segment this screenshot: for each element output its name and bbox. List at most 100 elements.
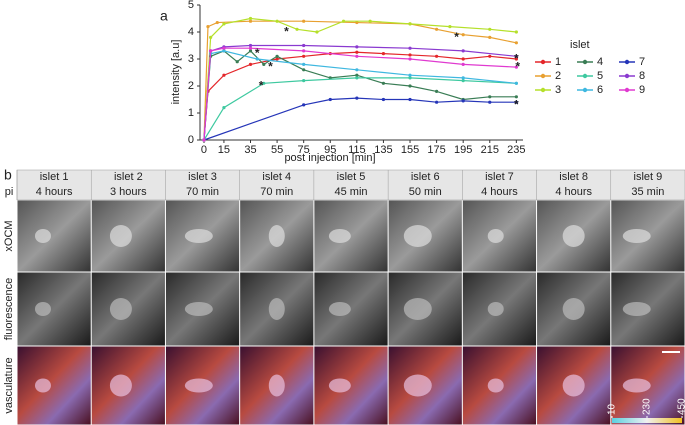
series-line [203, 44, 517, 141]
data-point [275, 57, 279, 61]
series-line [203, 17, 517, 141]
column-time: 45 min [334, 186, 367, 198]
data-point [222, 49, 226, 53]
data-point [514, 41, 518, 45]
column-time: 50 min [409, 186, 442, 198]
data-point [255, 57, 259, 61]
colorbar-tick-label: 10 [607, 403, 618, 415]
data-point [488, 100, 492, 104]
islet-spot [562, 298, 585, 320]
islet-spot [622, 302, 651, 316]
data-point [248, 16, 253, 21]
data-point [262, 81, 266, 85]
annotation: * [255, 46, 260, 60]
data-point [435, 54, 439, 58]
data-point [461, 33, 465, 37]
data-point [355, 54, 359, 58]
islet-spot [562, 225, 585, 247]
series-line [203, 77, 517, 141]
data-point [209, 49, 213, 53]
data-point [302, 54, 306, 58]
legend-label: 9 [639, 84, 645, 96]
data-point [355, 96, 359, 100]
data-point [248, 46, 253, 50]
data-point [408, 97, 412, 102]
y-tick-label: 3 [188, 53, 194, 65]
series-line [203, 51, 517, 141]
islet-spot [403, 225, 432, 247]
column-time: 70 min [260, 186, 293, 198]
data-point [202, 138, 206, 142]
column-time: 70 min [186, 186, 219, 198]
x-tick-label: 155 [401, 144, 419, 156]
islet-spot [184, 302, 213, 316]
x-tick-label: 195 [454, 144, 472, 156]
column-title: islet 6 [411, 171, 440, 183]
data-point [275, 19, 279, 23]
column-title: islet 4 [262, 171, 291, 183]
data-point [302, 19, 306, 23]
data-point [215, 20, 219, 25]
series-line [203, 47, 517, 141]
islet-spot [109, 298, 132, 320]
image-panel [314, 346, 388, 425]
islet-spot [328, 229, 351, 243]
data-point [408, 73, 412, 77]
legend-label: 8 [639, 70, 645, 82]
header-band [16, 169, 685, 201]
data-point [222, 46, 226, 50]
data-point [514, 65, 518, 69]
data-point [488, 95, 492, 99]
series-line [203, 97, 517, 141]
legend-marker [624, 73, 630, 79]
image-panel [17, 200, 91, 272]
row-label: xOCM [3, 220, 15, 251]
legend-label: 1 [555, 56, 561, 68]
islet-spot [328, 378, 351, 393]
data-point [341, 19, 346, 23]
islet-spot [184, 378, 213, 393]
data-point [328, 97, 332, 102]
y-tick-label: 5 [188, 0, 194, 11]
data-point [448, 25, 452, 29]
islet-spot [268, 298, 285, 320]
legend-label: 7 [639, 56, 645, 68]
data-point [514, 100, 518, 104]
x-axis-label: post injection [min] [284, 152, 375, 164]
image-panel [17, 272, 91, 346]
y-tick-label: 0 [188, 134, 194, 146]
y-tick-label: 2 [188, 80, 194, 92]
islet-spot [184, 229, 213, 243]
data-point [408, 84, 412, 88]
y-tick-label: 1 [188, 107, 194, 119]
data-point [222, 22, 226, 26]
legend-label: 3 [555, 84, 561, 96]
column-title: islet 9 [634, 171, 663, 183]
data-point [461, 49, 465, 53]
column-time: 4 hours [555, 186, 592, 198]
data-point [302, 79, 306, 83]
data-point [302, 43, 306, 48]
column-title: islet 2 [114, 171, 143, 183]
x-tick-label: 35 [244, 144, 256, 156]
data-point [355, 45, 359, 49]
column-time: 4 hours [36, 186, 73, 198]
data-point [514, 30, 518, 34]
data-point [355, 76, 359, 80]
column-title: islet 7 [485, 171, 514, 183]
column-title: islet 5 [337, 171, 366, 183]
data-point [302, 103, 306, 107]
data-point [355, 73, 359, 77]
legend-title: islet [570, 39, 590, 51]
data-point [355, 50, 359, 54]
data-point [235, 60, 239, 64]
data-point [275, 54, 279, 58]
data-point [514, 57, 518, 61]
annotation: * [284, 24, 289, 38]
islet-spot [562, 374, 585, 397]
data-point [408, 53, 412, 57]
data-point [435, 100, 439, 104]
data-point [381, 81, 386, 85]
data-point [222, 73, 226, 77]
data-point [262, 62, 266, 66]
